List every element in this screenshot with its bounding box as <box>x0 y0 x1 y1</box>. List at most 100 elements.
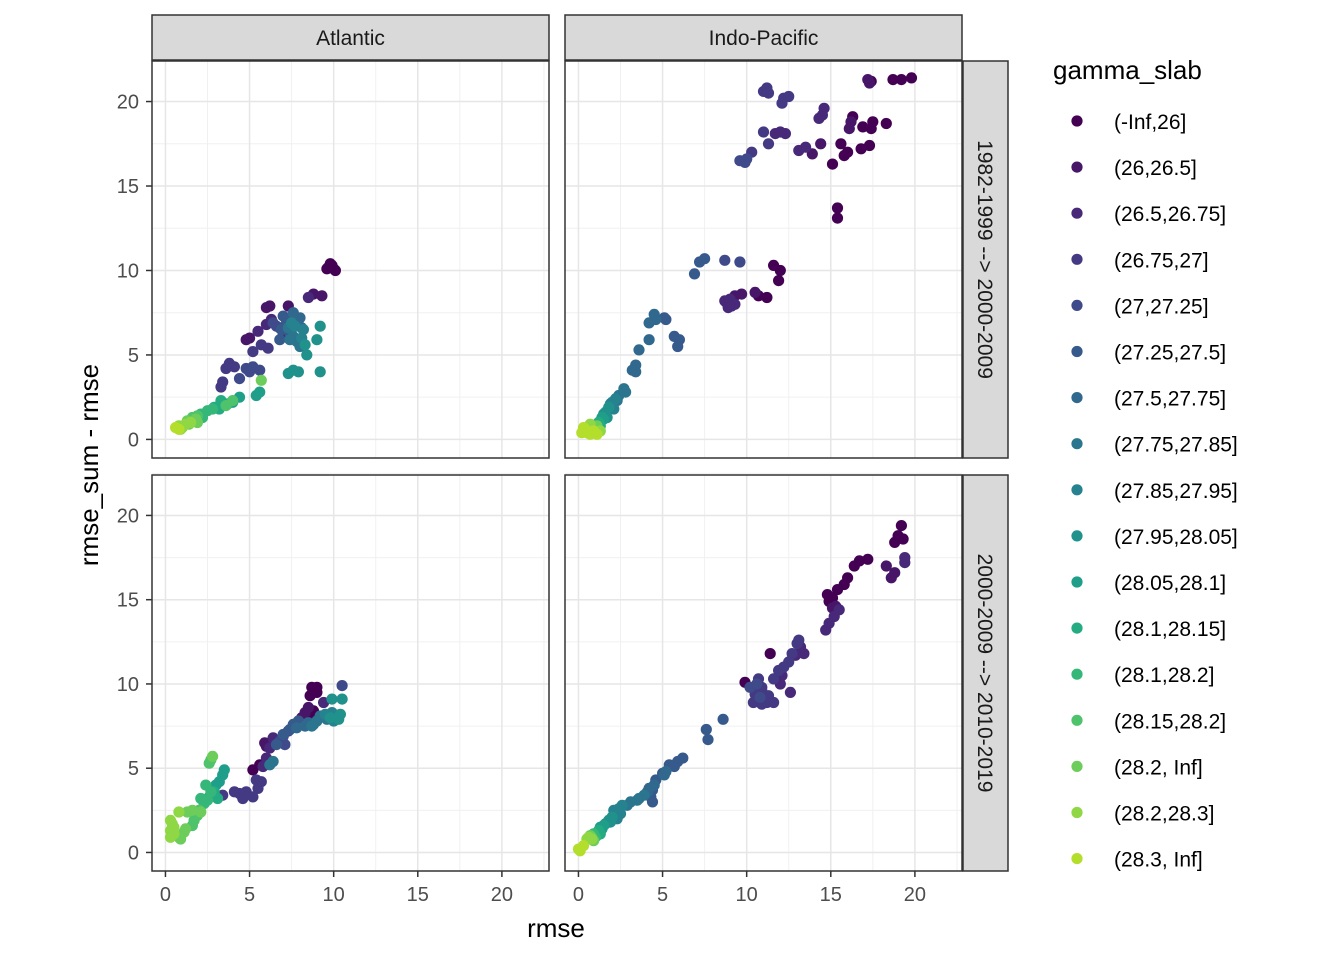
data-point <box>899 552 911 564</box>
data-point <box>660 313 672 326</box>
data-point <box>173 423 185 435</box>
data-point <box>215 381 227 393</box>
legend-label: (27,27.25] <box>1114 295 1209 318</box>
data-point <box>754 691 766 704</box>
data-point <box>220 400 232 412</box>
y-tick-label: 5 <box>128 345 139 367</box>
data-point <box>843 123 855 135</box>
data-point <box>863 77 876 89</box>
data-point <box>885 572 897 584</box>
data-point <box>646 796 659 808</box>
legend-swatch <box>1071 484 1083 496</box>
data-point <box>326 693 338 705</box>
panel-border <box>564 474 963 872</box>
legend-swatch <box>1071 438 1083 450</box>
row-strip <box>962 60 1009 459</box>
data-point <box>722 302 734 314</box>
data-point <box>717 713 729 725</box>
data-point <box>768 673 780 685</box>
data-point <box>776 97 788 109</box>
data-point <box>286 317 298 329</box>
col-strip-label: Indo-Pacific <box>709 27 819 50</box>
legend-item: (-Inf,26] <box>1071 111 1186 134</box>
data-point <box>880 117 892 130</box>
data-point <box>304 690 316 702</box>
data-point <box>820 624 832 636</box>
legend-swatch <box>1071 345 1083 358</box>
data-point <box>784 686 797 699</box>
col-strip <box>151 14 550 61</box>
legend-swatch <box>1071 253 1083 265</box>
legend-label: (28.2, Inf] <box>1114 756 1203 779</box>
legend-item: (27.25,27.5] <box>1071 342 1226 365</box>
data-point <box>302 291 314 304</box>
data-point <box>240 334 252 346</box>
data-point <box>297 324 309 336</box>
data-point <box>262 342 274 354</box>
legend-label: (27.85,27.95] <box>1114 480 1238 503</box>
legend-item: (27.75,27.85] <box>1071 434 1238 457</box>
legend-item: (28.05,28.1] <box>1071 572 1226 595</box>
data-point <box>228 361 240 373</box>
facet-strips: Atlantic Indo-Pacific 1982-1999 --> 2000-2… <box>151 14 1009 872</box>
data-point <box>207 750 219 763</box>
legend-swatch <box>1071 299 1083 311</box>
data-point <box>762 87 775 99</box>
legend-label: (26.75,27] <box>1114 249 1209 272</box>
data-point <box>764 648 776 660</box>
data-point <box>895 74 908 86</box>
legend-item: (28.2,28.3] <box>1071 803 1214 826</box>
y-tick-label: 10 <box>117 260 139 282</box>
data-point <box>577 422 590 434</box>
data-point <box>702 734 714 746</box>
data-point <box>318 696 330 709</box>
legend-item: (28.15,28.2] <box>1071 710 1226 733</box>
legend-item: (26.75,27] <box>1071 249 1209 272</box>
legend-item: (26,26.5] <box>1071 157 1197 180</box>
data-point <box>252 782 264 795</box>
data-point <box>838 150 850 162</box>
data-point <box>761 291 773 304</box>
data-point <box>247 346 259 358</box>
legend-swatch <box>1071 161 1083 173</box>
panels <box>151 58 963 872</box>
data-point <box>831 584 844 596</box>
data-point <box>757 126 770 138</box>
data-point <box>311 334 323 346</box>
data-point <box>791 637 803 650</box>
data-point <box>260 302 272 314</box>
data-point <box>314 320 326 332</box>
legend-item: (27.95,28.05] <box>1071 526 1238 549</box>
data-point <box>577 840 590 852</box>
data-point <box>848 560 860 572</box>
data-point <box>630 366 642 378</box>
legend-swatch <box>1071 576 1083 588</box>
axes: 0 5 10 15 20 0 5 10 15 20 0 5 10 15 20 0 5 10 15 20 <box>117 92 926 906</box>
data-point <box>633 344 645 356</box>
data-point <box>591 428 603 440</box>
data-point <box>324 712 336 724</box>
y-tick-label: 15 <box>117 590 139 612</box>
data-point <box>277 728 289 741</box>
x-tick-label: 15 <box>820 884 842 906</box>
data-point <box>768 696 780 709</box>
data-point <box>857 121 869 133</box>
data-point <box>299 339 311 351</box>
data-point <box>826 158 839 170</box>
data-point <box>244 366 256 378</box>
data-point <box>254 364 266 376</box>
data-point <box>586 833 598 845</box>
panel-border <box>151 474 550 872</box>
legend-label: (27.5,27.75] <box>1114 388 1226 411</box>
legend-swatch <box>1071 668 1083 680</box>
y-tick-label: 15 <box>117 176 139 198</box>
data-point <box>274 334 286 346</box>
data-point <box>793 144 805 157</box>
legend-swatch <box>1071 760 1083 773</box>
panel-r0-c0 <box>151 58 550 459</box>
panel-border <box>564 60 963 459</box>
legend-label: (26,26.5] <box>1114 157 1197 180</box>
data-point <box>180 823 192 835</box>
data-point <box>292 366 304 378</box>
